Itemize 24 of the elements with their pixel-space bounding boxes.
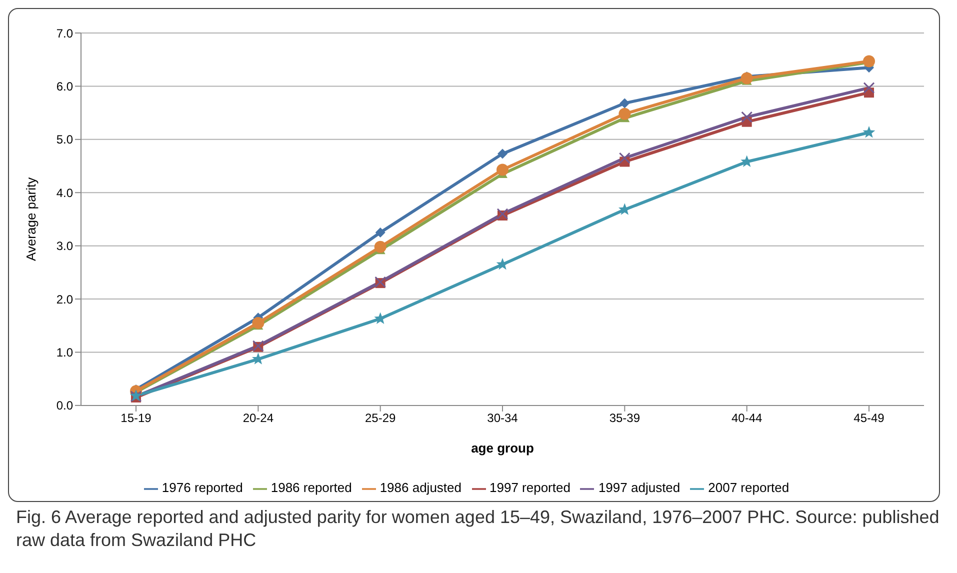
legend-label: 2007 reported: [708, 480, 790, 496]
x-axis-title: age group: [471, 440, 534, 456]
y-tick-label: 7.0: [56, 26, 74, 40]
legend-label: 1986 adjusted: [380, 480, 462, 496]
x-tick-label: 30-34: [487, 410, 518, 425]
x-tick-label: 40-44: [731, 410, 762, 425]
x-tick-label: 20-24: [242, 410, 274, 425]
y-tick-label: 2.0: [56, 292, 74, 306]
y-tick-label: 0.0: [56, 398, 74, 413]
y-tick-label: 3.0: [56, 239, 74, 254]
x-tick-label: 45-49: [854, 410, 885, 425]
y-tick-label: 4.0: [56, 186, 74, 200]
x-tick-label: 25-29: [364, 410, 396, 425]
y-tick-label: 5.0: [56, 132, 74, 147]
y-tick-label: 1.0: [56, 345, 74, 360]
caption: Fig. 6 Average reported and adjusted parity for women aged 15–49, Swaziland, 1976–2007 PHC. Source: published raw data from Swaziland PHC: [15, 506, 940, 552]
legend-label: 1986 reported: [270, 480, 352, 496]
x-tick-label: 15-19: [120, 410, 152, 425]
y-tick-label: 6.0: [56, 79, 74, 94]
x-tick-label: 35-39: [609, 410, 640, 425]
legend-label: 1976 reported: [162, 480, 243, 496]
legend-label: 1997 adjusted: [598, 480, 680, 496]
legend-label: 1997 reported: [490, 480, 570, 496]
y-axis-title: Average parity: [24, 176, 39, 262]
